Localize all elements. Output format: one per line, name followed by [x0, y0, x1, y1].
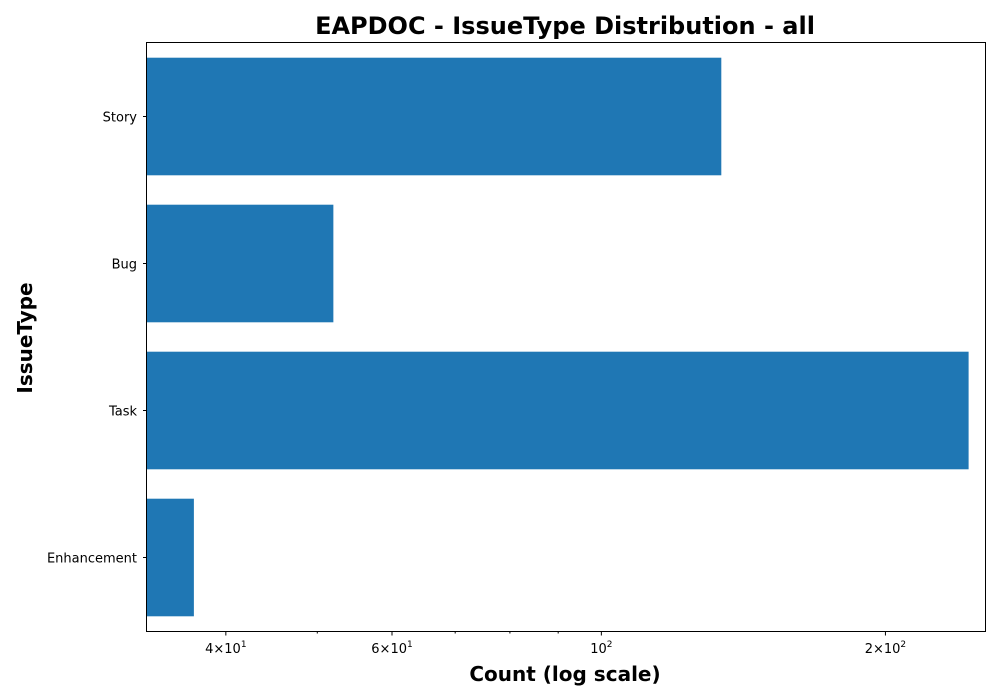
y-axis-label: IssueType: [13, 282, 37, 393]
x-tick-label: 6×101: [371, 640, 412, 657]
bar-task: [147, 351, 969, 470]
x-axis: 4×101 6×101 102 2×102: [205, 631, 906, 657]
x-axis-label: Count (log scale): [469, 662, 660, 686]
y-tick-label: Task: [108, 405, 138, 420]
bar-bug: [147, 204, 334, 323]
x-tick-label: 102: [590, 640, 612, 657]
plot-frame: [146, 42, 986, 632]
y-tick-label: Bug: [112, 258, 137, 273]
chart-title: EAPDOC - IssueType Distribution - all: [315, 12, 815, 40]
bar-story: [147, 57, 722, 176]
y-tick-label: Enhancement: [47, 552, 137, 567]
y-axis: Story Bug Task Enhancement: [47, 111, 147, 567]
x-tick-label: 2×102: [865, 640, 906, 657]
x-tick-label: 4×101: [205, 640, 246, 657]
bars-group: [147, 57, 969, 617]
bar-enhancement: [147, 498, 194, 617]
y-tick-label: Story: [103, 111, 138, 126]
